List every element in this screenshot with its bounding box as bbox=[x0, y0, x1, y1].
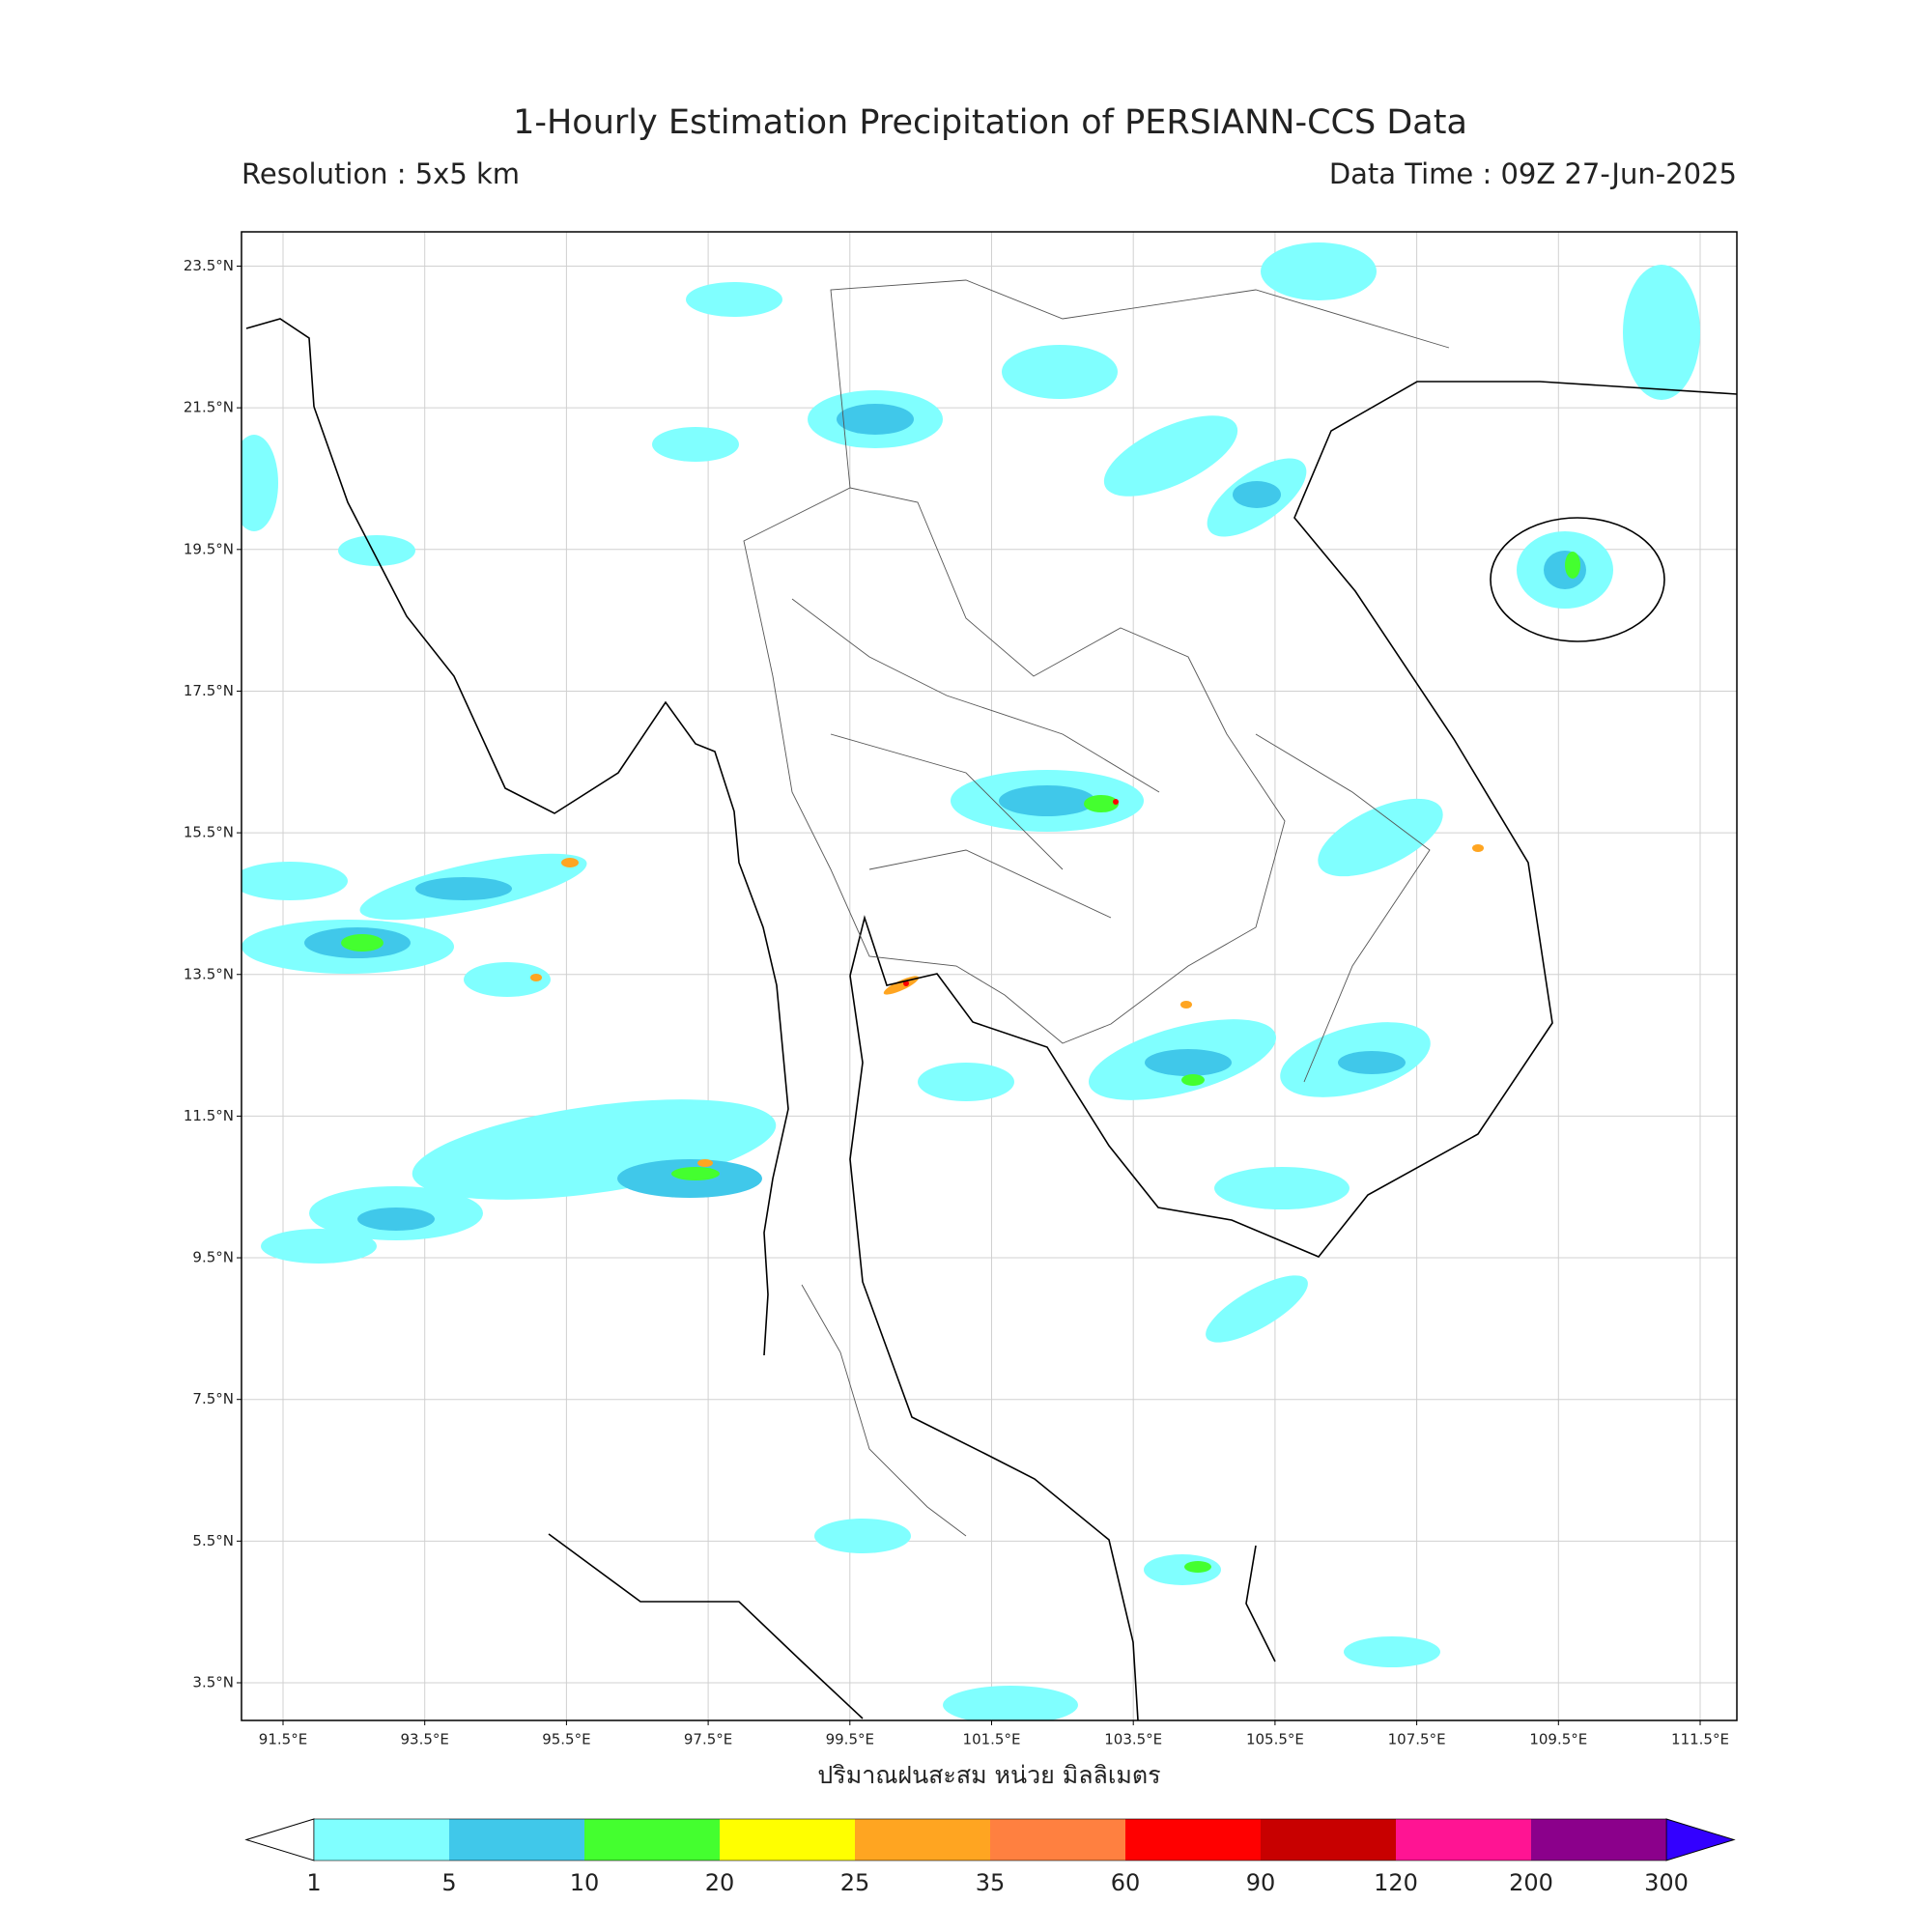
colorbar-swatch bbox=[1531, 1819, 1666, 1861]
colorbar-swatch bbox=[1396, 1819, 1531, 1861]
lon-label: 95.5°E bbox=[542, 1731, 590, 1748]
lat-label: 9.5°N bbox=[192, 1249, 234, 1266]
lat-label: 19.5°N bbox=[184, 540, 234, 557]
lat-label: 7.5°N bbox=[192, 1390, 234, 1407]
colorbar-swatch bbox=[990, 1819, 1125, 1861]
lon-label: 99.5°E bbox=[826, 1731, 874, 1748]
colorbar-over bbox=[1665, 1818, 1736, 1861]
lat-label: 15.5°N bbox=[184, 824, 234, 841]
lat-label: 13.5°N bbox=[184, 965, 234, 982]
lon-label: 105.5°E bbox=[1246, 1731, 1304, 1748]
colorbar-swatch bbox=[449, 1819, 584, 1861]
colorbar-label: 200 bbox=[1509, 1869, 1553, 1896]
colorbar-label: 20 bbox=[705, 1869, 735, 1896]
colorbar-swatch bbox=[314, 1819, 449, 1861]
colorbar-swatch bbox=[720, 1819, 855, 1861]
colorbar: 1 5 10 20 25 35 60 90 120 200 300 bbox=[244, 1818, 1736, 1896]
rain-field bbox=[242, 242, 1737, 1720]
lat-label: 23.5°N bbox=[184, 257, 234, 274]
colorbar-swatch bbox=[584, 1819, 720, 1861]
colorbar-label: 60 bbox=[1111, 1869, 1141, 1896]
axis-label: ปริมาณฝนสะสม หน่วย มิลลิเมตร bbox=[817, 1761, 1160, 1789]
resolution: Resolution : 5x5 km bbox=[242, 157, 520, 190]
lon-label: 103.5°E bbox=[1104, 1731, 1162, 1748]
colorbar-label: 5 bbox=[441, 1869, 456, 1896]
colorbar-label: 90 bbox=[1246, 1869, 1276, 1896]
lat-label: 21.5°N bbox=[184, 399, 234, 416]
colorbar-under bbox=[244, 1818, 315, 1861]
lon-label: 91.5°E bbox=[259, 1731, 307, 1748]
colorbar-label: 10 bbox=[570, 1869, 600, 1896]
lon-label: 107.5°E bbox=[1388, 1731, 1446, 1748]
lat-label: 5.5°N bbox=[192, 1532, 234, 1549]
colorbar-frame bbox=[313, 1818, 1667, 1861]
colorbar-swatch bbox=[1261, 1819, 1396, 1861]
map-frame bbox=[241, 231, 1738, 1721]
colorbar-label: 300 bbox=[1644, 1869, 1689, 1896]
graticule: 23.5°N 21.5°N 19.5°N 17.5°N 15.5°N 13.5°N 11.5… bbox=[184, 232, 1737, 1748]
lat-label: 3.5°N bbox=[192, 1674, 234, 1691]
colorbar-label: 35 bbox=[976, 1869, 1006, 1896]
lon-label: 109.5°E bbox=[1529, 1731, 1587, 1748]
lon-label: 97.5°E bbox=[684, 1731, 732, 1748]
colorbar-label: 120 bbox=[1374, 1869, 1418, 1896]
lon-label: 101.5°E bbox=[963, 1731, 1021, 1748]
lon-label: 93.5°E bbox=[401, 1731, 449, 1748]
colorbar-swatch bbox=[1125, 1819, 1261, 1861]
colorbar-swatch bbox=[855, 1819, 990, 1861]
title: 1-Hourly Estimation Precipitation of PER… bbox=[513, 103, 1467, 142]
colorbar-label: 1 bbox=[306, 1869, 321, 1896]
lat-label: 11.5°N bbox=[184, 1107, 234, 1124]
data-time: Data Time : 09Z 27-Jun-2025 bbox=[1329, 157, 1737, 190]
lon-label: 111.5°E bbox=[1671, 1731, 1729, 1748]
lat-label: 17.5°N bbox=[184, 682, 234, 699]
colorbar-label: 25 bbox=[840, 1869, 870, 1896]
